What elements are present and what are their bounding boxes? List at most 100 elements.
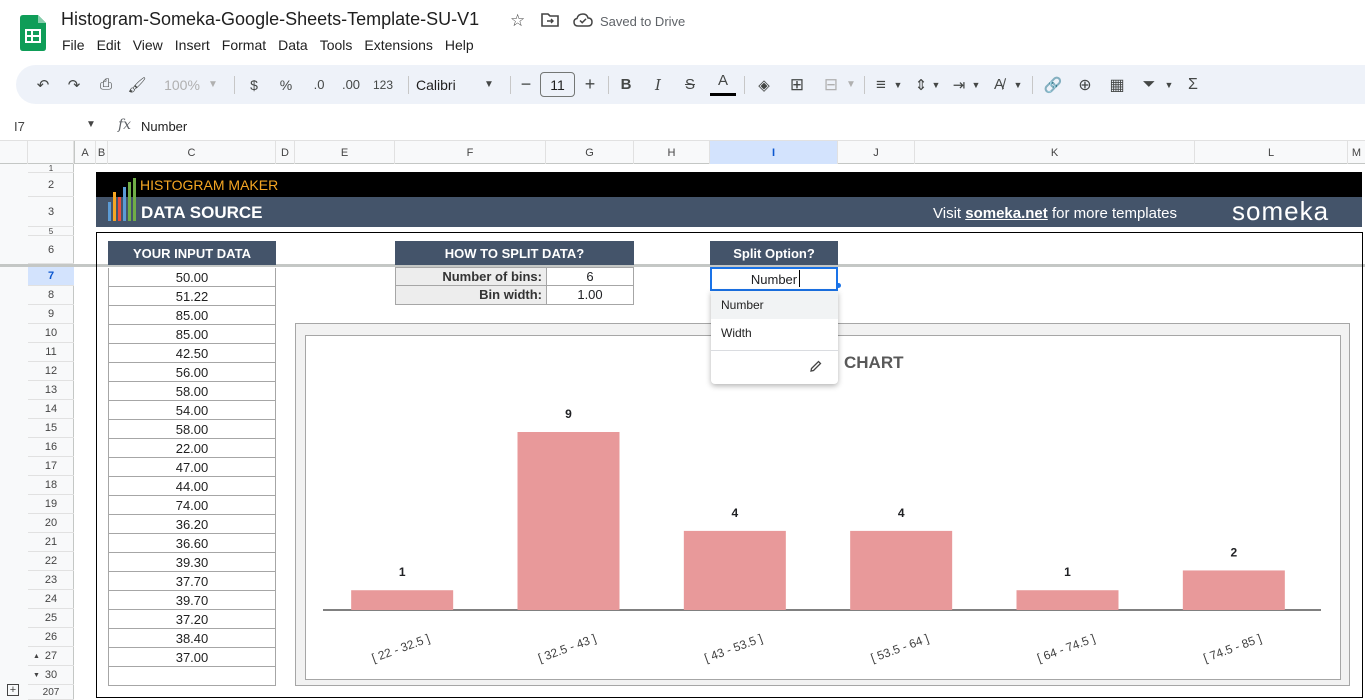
percent-button[interactable]: %: [279, 76, 293, 93]
borders-icon[interactable]: ⊞: [789, 74, 805, 94]
column-header-f[interactable]: F: [395, 141, 546, 164]
chart-area[interactable]: [305, 335, 1341, 680]
input-data-cell[interactable]: 58.00: [108, 420, 276, 439]
row-header[interactable]: 13: [28, 381, 74, 400]
decrease-font-size-icon[interactable]: −: [520, 74, 532, 94]
row-header[interactable]: 3: [28, 197, 74, 227]
row-header[interactable]: 25: [28, 609, 74, 628]
formula-input[interactable]: Number: [141, 119, 188, 134]
histogram-bar[interactable]: [351, 590, 454, 610]
insert-link-icon[interactable]: 🔗: [1043, 76, 1063, 94]
row-header[interactable]: 16: [28, 438, 74, 457]
select-all-corner[interactable]: [0, 141, 28, 164]
input-data-cell[interactable]: [108, 667, 276, 686]
histogram-bar[interactable]: [850, 530, 953, 610]
row-header[interactable]: 11: [28, 343, 74, 362]
fill-color-icon[interactable]: ◈: [758, 76, 770, 94]
column-header-g[interactable]: G: [546, 141, 634, 164]
menu-file[interactable]: File: [62, 37, 85, 53]
input-data-cell[interactable]: 51.22: [108, 287, 276, 306]
row-header[interactable]: 9: [28, 305, 74, 324]
row-header[interactable]: 10: [28, 324, 74, 343]
column-header-e[interactable]: E: [295, 141, 395, 164]
input-data-cell[interactable]: 85.00: [108, 306, 276, 325]
document-title[interactable]: Histogram-Someka-Google-Sheets-Template-…: [61, 9, 480, 29]
histogram-bar[interactable]: [1182, 570, 1285, 610]
input-data-cell[interactable]: 56.00: [108, 363, 276, 382]
insert-chart-icon[interactable]: ▦: [1109, 76, 1125, 94]
move-folder-icon[interactable]: [541, 12, 559, 28]
histogram-chart[interactable]: 1 [ 22 - 32.5 ] 9 [ 32.5 - 43 ] 4 [ 43 - 53.5…: [305, 335, 1341, 680]
input-data-cell[interactable]: 54.00: [108, 401, 276, 420]
row-header[interactable]: 1: [28, 164, 74, 173]
name-box-chevron-down-icon[interactable]: ▼: [86, 119, 96, 130]
row-header[interactable]: 20: [28, 514, 74, 533]
row-header[interactable]: 12: [28, 362, 74, 381]
currency-button[interactable]: $: [250, 76, 258, 93]
row-header[interactable]: 22: [28, 552, 74, 571]
column-header-h[interactable]: H: [634, 141, 710, 164]
input-data-cell[interactable]: 44.00: [108, 477, 276, 496]
menu-insert[interactable]: Insert: [174, 37, 210, 53]
row-header[interactable]: 24: [28, 590, 74, 609]
font-select[interactable]: Calibri: [416, 76, 456, 93]
rotation-chevron-down-icon[interactable]: ▼: [1013, 79, 1023, 90]
freeze-divider[interactable]: [0, 264, 1365, 267]
merge-cells-icon[interactable]: ⊟: [823, 74, 839, 94]
row-header[interactable]: 21: [28, 533, 74, 552]
paint-format-icon[interactable]: 🖌: [127, 76, 147, 94]
name-box[interactable]: I7: [14, 119, 25, 134]
input-data-cell[interactable]: 37.20: [108, 610, 276, 629]
dropdown-option-number[interactable]: Number: [711, 291, 838, 319]
brand-logo[interactable]: someka: [1232, 196, 1330, 226]
row-header[interactable]: 2: [28, 173, 74, 197]
input-data-cell[interactable]: 50.00: [108, 268, 276, 287]
bins-value[interactable]: 6: [586, 269, 594, 284]
merge-chevron-down-icon[interactable]: ▼: [846, 79, 856, 90]
row-header[interactable]: 19: [28, 495, 74, 514]
increase-font-size-icon[interactable]: +: [584, 74, 596, 94]
menu-edit[interactable]: Edit: [96, 37, 121, 53]
input-data-cell[interactable]: 85.00: [108, 325, 276, 344]
column-header-b[interactable]: B: [96, 141, 108, 164]
filter-chevron-down-icon[interactable]: ▼: [1164, 79, 1174, 90]
text-color-button[interactable]: A: [710, 68, 736, 96]
number-format-button[interactable]: 123: [372, 77, 394, 92]
row-header[interactable]: 5: [28, 227, 74, 236]
bold-button[interactable]: B: [620, 76, 632, 93]
column-header-i[interactable]: I: [710, 141, 838, 164]
input-data-cell[interactable]: 37.00: [108, 648, 276, 667]
menu-tools[interactable]: Tools: [319, 37, 353, 53]
zoom-chevron-down-icon[interactable]: ▼: [208, 79, 218, 90]
pencil-icon[interactable]: [809, 359, 823, 373]
dropdown-option-width[interactable]: Width: [721, 326, 752, 340]
redo-icon[interactable]: ↷: [67, 76, 81, 94]
input-data-cell[interactable]: 74.00: [108, 496, 276, 515]
input-data-cell[interactable]: 39.70: [108, 591, 276, 610]
functions-button[interactable]: Σ: [1188, 75, 1198, 93]
zoom-select[interactable]: 100%: [164, 76, 200, 93]
cloud-saved-icon[interactable]: [573, 13, 593, 27]
filter-icon[interactable]: ⏷: [1142, 75, 1156, 93]
add-rows-icon[interactable]: +: [7, 684, 19, 696]
row-header[interactable]: 23: [28, 571, 74, 590]
row-header[interactable]: 14: [28, 400, 74, 419]
input-data-cell[interactable]: 36.20: [108, 515, 276, 534]
expand-rows-down-icon[interactable]: ▼: [33, 672, 40, 679]
expand-rows-up-icon[interactable]: ▲: [33, 653, 40, 660]
row-header[interactable]: 27: [28, 647, 74, 666]
column-header-k[interactable]: K: [915, 141, 1195, 164]
column-header-a[interactable]: A: [74, 141, 96, 164]
histogram-bar[interactable]: [683, 530, 786, 610]
valign-chevron-down-icon[interactable]: ▼: [931, 79, 941, 90]
input-data-cell[interactable]: 42.50: [108, 344, 276, 363]
align-chevron-down-icon[interactable]: ▼: [893, 79, 903, 90]
decrease-decimal-button[interactable]: .0: [313, 77, 325, 92]
increase-decimal-button[interactable]: .00: [341, 77, 361, 92]
menu-view[interactable]: View: [132, 37, 163, 53]
text-rotation-icon[interactable]: A̸: [993, 76, 1004, 93]
column-header-m[interactable]: M: [1351, 146, 1362, 159]
menu-format[interactable]: Format: [221, 37, 267, 53]
italic-button[interactable]: I: [655, 75, 661, 94]
align-vertical-icon[interactable]: ⇕: [914, 76, 928, 94]
